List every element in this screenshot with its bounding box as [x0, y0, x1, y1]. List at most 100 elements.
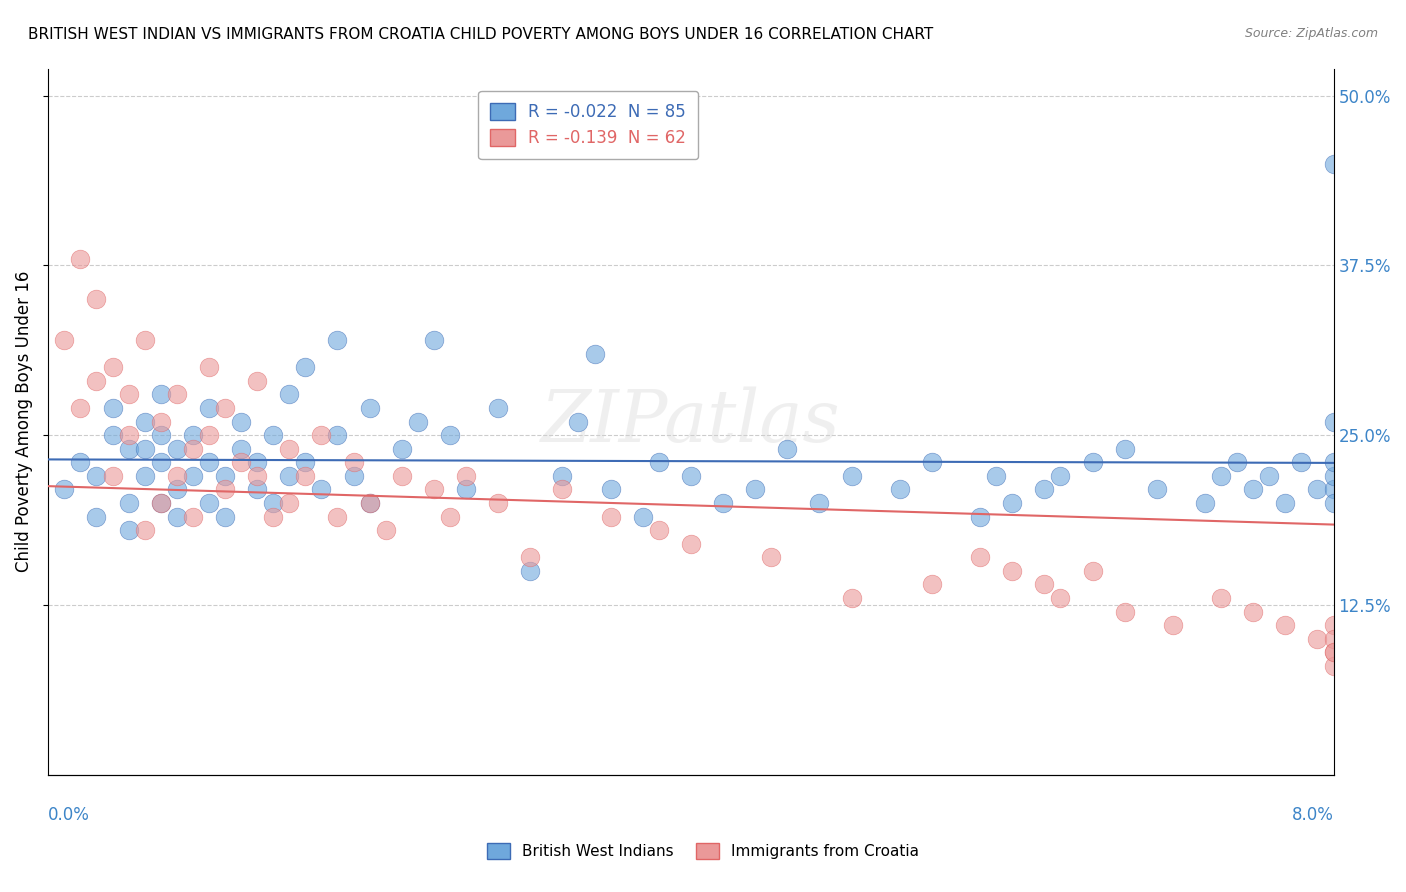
Point	[1001, 496, 1024, 510]
Point	[567, 415, 589, 429]
Point	[391, 442, 413, 456]
Point	[1322, 468, 1344, 483]
Point	[841, 591, 863, 605]
Point	[1322, 455, 1344, 469]
Point	[551, 468, 574, 483]
Text: Source: ZipAtlas.com: Source: ZipAtlas.com	[1244, 27, 1378, 40]
Point	[166, 509, 188, 524]
Point	[1241, 605, 1264, 619]
Point	[1322, 645, 1344, 659]
Point	[294, 455, 316, 469]
Point	[214, 468, 236, 483]
Point	[599, 509, 621, 524]
Point	[101, 468, 124, 483]
Point	[1274, 618, 1296, 632]
Point	[262, 509, 284, 524]
Point	[374, 523, 396, 537]
Point	[214, 401, 236, 415]
Point	[166, 483, 188, 497]
Point	[808, 496, 831, 510]
Point	[246, 455, 269, 469]
Point	[246, 468, 269, 483]
Point	[198, 360, 221, 375]
Point	[166, 442, 188, 456]
Point	[149, 455, 172, 469]
Point	[921, 577, 943, 591]
Point	[86, 468, 108, 483]
Point	[262, 496, 284, 510]
Point	[69, 401, 91, 415]
Point	[1033, 577, 1056, 591]
Point	[181, 468, 204, 483]
Legend: R = -0.022  N = 85, R = -0.139  N = 62: R = -0.022 N = 85, R = -0.139 N = 62	[478, 91, 697, 159]
Point	[889, 483, 911, 497]
Point	[454, 483, 477, 497]
Point	[342, 468, 364, 483]
Point	[1291, 455, 1313, 469]
Point	[117, 428, 139, 442]
Point	[1209, 468, 1232, 483]
Point	[423, 333, 446, 347]
Text: 8.0%: 8.0%	[1292, 806, 1333, 824]
Point	[311, 483, 333, 497]
Point	[1146, 483, 1168, 497]
Point	[1322, 415, 1344, 429]
Point	[1001, 564, 1024, 578]
Point	[519, 550, 541, 565]
Point	[359, 496, 381, 510]
Point	[1161, 618, 1184, 632]
Point	[1322, 618, 1344, 632]
Point	[278, 442, 301, 456]
Point	[1306, 632, 1329, 646]
Point	[198, 401, 221, 415]
Text: BRITISH WEST INDIAN VS IMMIGRANTS FROM CROATIA CHILD POVERTY AMONG BOYS UNDER 16: BRITISH WEST INDIAN VS IMMIGRANTS FROM C…	[28, 27, 934, 42]
Point	[1114, 442, 1136, 456]
Point	[406, 415, 429, 429]
Point	[969, 509, 991, 524]
Point	[101, 401, 124, 415]
Point	[486, 496, 509, 510]
Point	[69, 252, 91, 266]
Point	[423, 483, 446, 497]
Point	[229, 455, 252, 469]
Point	[134, 333, 156, 347]
Point	[359, 401, 381, 415]
Point	[486, 401, 509, 415]
Point	[776, 442, 799, 456]
Point	[1322, 156, 1344, 170]
Point	[181, 442, 204, 456]
Point	[53, 483, 76, 497]
Y-axis label: Child Poverty Among Boys Under 16: Child Poverty Among Boys Under 16	[15, 271, 32, 573]
Point	[198, 455, 221, 469]
Point	[1258, 468, 1281, 483]
Point	[166, 468, 188, 483]
Point	[149, 428, 172, 442]
Point	[149, 496, 172, 510]
Point	[134, 523, 156, 537]
Point	[1322, 496, 1344, 510]
Text: ZIPatlas: ZIPatlas	[541, 386, 841, 457]
Point	[278, 496, 301, 510]
Point	[326, 428, 349, 442]
Point	[149, 415, 172, 429]
Text: 0.0%: 0.0%	[48, 806, 90, 824]
Point	[86, 374, 108, 388]
Point	[117, 442, 139, 456]
Point	[439, 509, 461, 524]
Point	[101, 428, 124, 442]
Point	[278, 387, 301, 401]
Point	[149, 496, 172, 510]
Point	[342, 455, 364, 469]
Point	[214, 509, 236, 524]
Point	[599, 483, 621, 497]
Point	[134, 442, 156, 456]
Point	[311, 428, 333, 442]
Point	[278, 468, 301, 483]
Point	[149, 387, 172, 401]
Point	[439, 428, 461, 442]
Point	[391, 468, 413, 483]
Point	[583, 346, 606, 360]
Legend: British West Indians, Immigrants from Croatia: British West Indians, Immigrants from Cr…	[479, 835, 927, 866]
Point	[631, 509, 654, 524]
Point	[1049, 591, 1071, 605]
